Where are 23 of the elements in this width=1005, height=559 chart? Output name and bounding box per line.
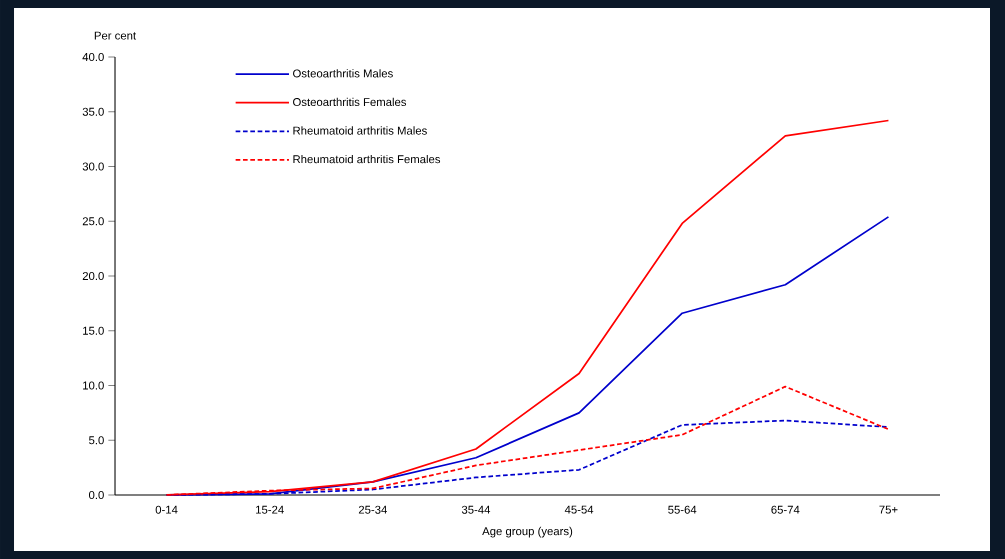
x-tick-label: 15-24 [256,505,284,514]
y-tick-label: 5.0 [89,436,104,445]
x-tick-label: 65-74 [771,505,800,514]
y-tick-label: 10.0 [83,381,104,390]
y-tick-label: 0.0 [88,490,104,499]
x-tick-label: 25-34 [358,505,387,514]
y-tick-label: 30.0 [82,162,104,171]
x-tick-label: 75+ [879,505,898,514]
legend-label: Rheumatoid arthritis Females [293,154,441,164]
x-tick-label: 45-54 [564,505,594,514]
x-tick-label: 35-44 [461,505,491,514]
y-axis-title: Per cent [94,31,137,40]
y-tick-label: 25.0 [82,217,104,226]
x-tick-label: 55-64 [668,505,697,514]
y-tick-label: 15.0 [83,326,104,335]
y-tick-label: 35.0 [82,107,104,116]
legend-label: Osteoarthritis Males [293,69,393,78]
legend-label: Rheumatoid arthritis Males [293,126,427,135]
x-axis-title: Age group (years) [482,526,573,538]
y-tick-label: 20.0 [82,271,104,280]
y-tick-label: 40.0 [82,52,104,61]
x-tick-label: 0-14 [155,505,178,514]
legend-label: Osteoarthritis Females [293,97,407,107]
